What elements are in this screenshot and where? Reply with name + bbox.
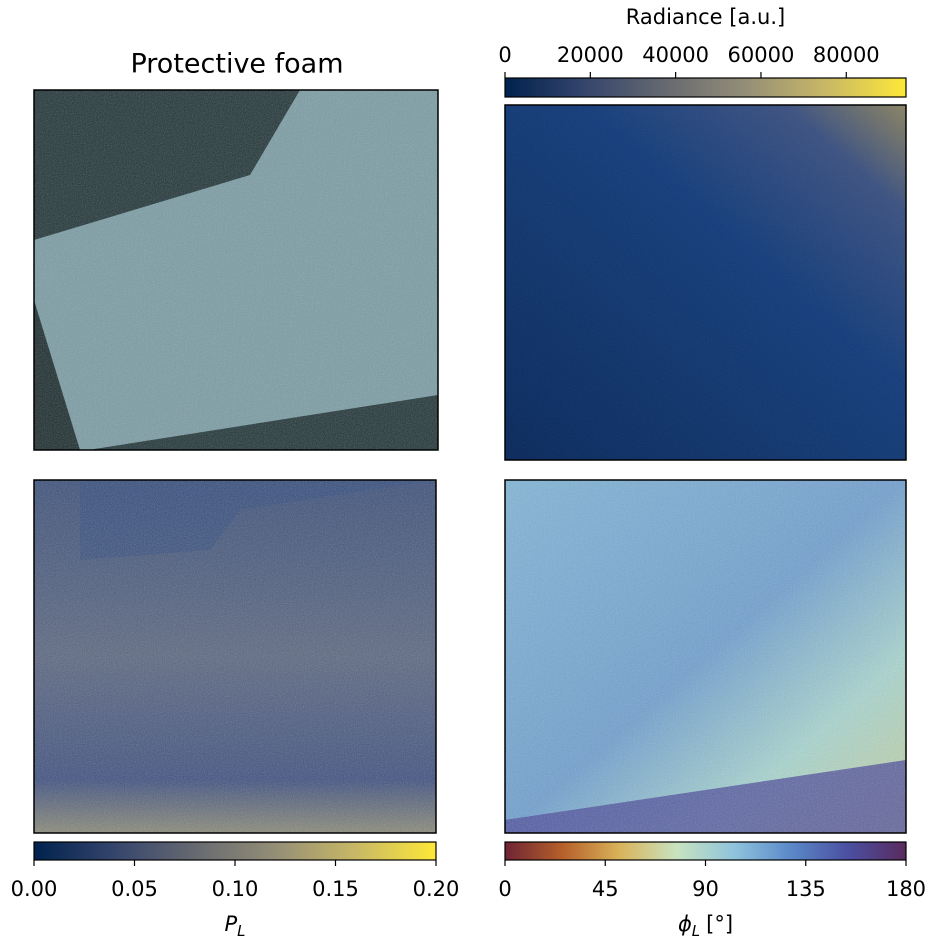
tick-label: 60000 [728,43,795,67]
tick-label: 0.10 [212,877,259,901]
colorbar-label: ϕL [°] [678,912,733,940]
colorbar [504,77,907,98]
tick-label: 0.20 [413,877,460,901]
tick-label: 180 [886,877,926,901]
tick-label: 0 [498,43,511,67]
tick-label: 45 [592,877,619,901]
colorbar-label: PL [224,912,245,940]
tick-label: 20000 [557,43,624,67]
tick-label: 0 [498,877,511,901]
dolp-image [33,479,437,834]
colorbar [33,841,437,861]
label-subscript: L [692,922,700,940]
colorbar-label: Radiance [a.u.] [626,5,785,29]
tick-label: 90 [692,877,719,901]
tick-label: 135 [786,877,826,901]
label-symbol: ϕ [678,912,692,936]
tick-label: 40000 [642,43,709,67]
label-subscript: L [237,922,245,940]
tick-label: 0.05 [111,877,158,901]
panel-title: Protective foam [130,49,343,80]
label-unit: [°] [706,912,733,936]
label-symbol: P [224,912,237,936]
tick-label: 80000 [813,43,880,67]
radiance-image [504,104,907,461]
colorbar [504,841,907,861]
rgb-image [33,89,439,451]
tick-label: 0.15 [312,877,359,901]
aolp-image [504,479,907,834]
tick-label: 0.00 [11,877,58,901]
